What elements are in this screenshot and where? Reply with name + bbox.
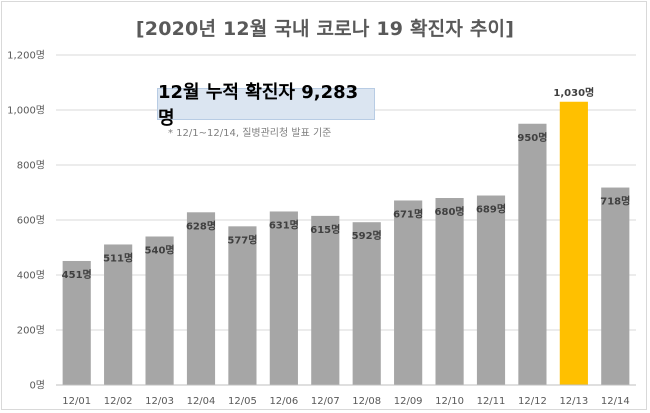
data-label: 950명 — [517, 131, 547, 144]
bar-12-03 — [145, 236, 174, 385]
x-tick-label: 12/02 — [104, 396, 133, 407]
bar-12-06 — [269, 211, 298, 385]
bar-12-14 — [601, 187, 630, 385]
data-label: 628명 — [186, 219, 216, 232]
bar-12-09 — [394, 200, 423, 385]
y-tick-label: 1,200명 — [7, 50, 45, 62]
x-tick-label: 12/11 — [477, 396, 506, 407]
x-tick-label: 12/08 — [352, 396, 381, 407]
x-tick-label: 12/09 — [394, 396, 423, 407]
data-label: 680명 — [435, 205, 465, 218]
y-tick-label: 800명 — [17, 160, 45, 172]
bar-12-13 — [559, 101, 588, 385]
bar-12-05 — [228, 226, 257, 385]
data-labels: 451명 511명 540명 628명 577명 631명 615명 592명 671명 680명… — [62, 86, 631, 281]
bar-12-12 — [518, 123, 547, 385]
bar-12-11 — [476, 195, 506, 385]
x-tick-label: 12/12 — [518, 396, 547, 407]
x-axis: 12/01 12/02 12/03 12/04 12/05 12/06 12/07 12/08… — [56, 384, 636, 407]
bar-12-02 — [104, 244, 133, 385]
x-tick-label: 12/01 — [62, 396, 91, 407]
data-label: 631명 — [269, 218, 299, 231]
data-label: 671명 — [393, 207, 423, 220]
x-tick-label: 12/10 — [435, 396, 464, 407]
bar-12-07 — [311, 215, 340, 385]
y-axis: 0명 200명 400명 600명 800명 1,000명 1,200명 — [7, 50, 45, 392]
y-tick-label: 0명 — [29, 380, 45, 392]
x-tick-label: 12/05 — [228, 396, 257, 407]
x-tick-label: 12/06 — [269, 396, 298, 407]
data-label: 577명 — [227, 233, 257, 246]
x-tick-label: 12/13 — [559, 396, 588, 407]
data-label: 1,030명 — [553, 86, 594, 99]
y-tick-label: 600명 — [17, 215, 45, 227]
source-note: * 12/1~12/14, 질병관리청 발표 기준 — [168, 128, 332, 139]
y-tick-label: 1,000명 — [7, 105, 45, 117]
data-label: 451명 — [62, 268, 92, 281]
data-label: 615명 — [310, 223, 340, 236]
cumulative-callout: 12월 누적 확진자 9,283명 — [157, 82, 375, 129]
data-label: 718명 — [600, 195, 630, 208]
y-tick-label: 400명 — [17, 270, 45, 282]
x-tick-label: 12/07 — [311, 396, 340, 407]
data-label: 511명 — [103, 251, 133, 264]
data-label: 689명 — [476, 203, 506, 216]
x-tick-label: 12/04 — [187, 396, 216, 407]
y-tick-label: 200명 — [17, 325, 45, 337]
bar-12-04 — [186, 212, 216, 385]
bar-12-08 — [352, 222, 381, 385]
data-label: 540명 — [145, 244, 175, 257]
bar-12-01 — [62, 260, 91, 385]
chart-title: [2020년 12월 국내 코로나 19 확진자 추이] — [135, 18, 515, 40]
x-tick-label: 12/03 — [145, 396, 174, 407]
x-tick-label: 12/14 — [601, 396, 630, 407]
bar-12-10 — [435, 198, 464, 385]
data-label: 592명 — [352, 229, 382, 242]
bars — [62, 101, 630, 385]
